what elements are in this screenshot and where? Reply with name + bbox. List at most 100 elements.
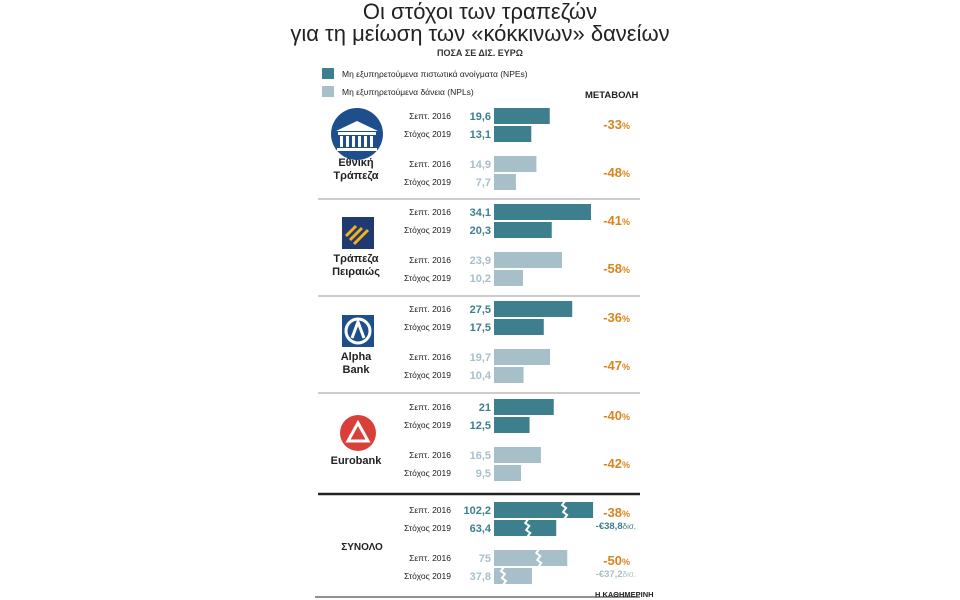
change-value: -36 [603, 310, 622, 325]
change-value: -41 [603, 213, 622, 228]
percent-sign: % [622, 121, 630, 131]
bar-npl [494, 550, 568, 566]
change-value: -42 [603, 456, 622, 471]
change-column-header: ΜΕΤΑΒΟΛΗ [585, 90, 639, 101]
data-label-npl: 9,5 [476, 468, 491, 480]
category-label: Στόχος 2019 [404, 225, 451, 235]
data-label-npe: 63,4 [470, 523, 492, 535]
change-label-npl: -48% [603, 165, 630, 180]
change-value: -50 [603, 553, 622, 568]
axis-break-marker [534, 548, 543, 568]
bank-name-line: Πειραιώς [332, 266, 380, 278]
alpha-logo [342, 315, 374, 347]
data-label-npe: 20,3 [470, 225, 491, 237]
chart-title-line2: για τη μείωση των «κόκκινων» δανείων [290, 21, 670, 46]
change-label-npl: -58% [603, 261, 630, 276]
change-label-npe: -38% [603, 505, 630, 520]
change-value: -58 [603, 261, 622, 276]
data-label-npl: 14,9 [470, 159, 491, 171]
data-label-npl: 37,8 [470, 571, 491, 583]
chart-subtitle: ΠΟΣΑ ΣΕ ΔΙΣ. ΕΥΡΩ [436, 48, 524, 58]
bank-name-eurobank: Eurobank [316, 455, 396, 468]
data-label-npl: 7,7 [476, 177, 491, 189]
data-label-npe: 13,1 [470, 129, 491, 141]
axis-break-marker [560, 500, 569, 520]
percent-sign: % [622, 169, 630, 179]
data-label-npl: 75 [479, 553, 491, 565]
legend-npl-label: Μη εξυπηρετούμενα δάνεια (NPLs) [342, 86, 474, 97]
bar-npe [494, 204, 591, 220]
absolute-change-value: -€38,8 [596, 521, 623, 532]
category-label: Στόχος 2019 [404, 468, 451, 478]
bar-npe [494, 108, 550, 124]
bank-name-line: Alpha [340, 351, 372, 363]
absolute-change-value: -€37,2 [596, 569, 623, 580]
data-label-npe: 34,1 [470, 207, 491, 219]
bank-name-piraeus: Τράπεζα Πειραιώς [316, 253, 396, 279]
bar-npl [494, 156, 537, 172]
source-credit: Η ΚΑΘΗΜΕΡΙΝΗ [595, 590, 654, 599]
data-label-npl: 16,5 [470, 450, 491, 462]
bar-npe [494, 399, 554, 415]
legend-npl-swatch [322, 86, 334, 97]
category-label: Σεπτ. 2016 [409, 207, 451, 217]
category-label: Σεπτ. 2016 [409, 450, 451, 460]
bar-npe [494, 319, 544, 335]
data-label-npl: 10,2 [470, 273, 491, 285]
percent-sign: % [622, 217, 630, 227]
bar-npe [494, 417, 530, 433]
category-label: Σεπτ. 2016 [409, 505, 451, 515]
change-label-npe: -33% [603, 117, 630, 132]
bank-name-line: Εθνική [338, 157, 374, 169]
absolute-change-npe: -€38,8δισ. [596, 521, 636, 532]
category-label: Στόχος 2019 [404, 322, 451, 332]
change-value: -40 [603, 408, 622, 423]
data-label-npe: 19,6 [470, 111, 491, 123]
change-label-npl: -47% [603, 358, 630, 373]
bar-npl [494, 174, 516, 190]
bank-name-line: Eurobank [330, 455, 382, 467]
eurobank-logo [340, 415, 376, 451]
change-label-npl: -42% [603, 456, 630, 471]
category-label: Σεπτ. 2016 [409, 255, 451, 265]
bar-npl [494, 447, 541, 463]
piraeus-logo [342, 217, 374, 249]
category-label: Στόχος 2019 [404, 273, 451, 283]
bar-npe [494, 222, 552, 238]
change-label-npl: -50% [603, 553, 630, 568]
category-label: Στόχος 2019 [404, 370, 451, 380]
bar-npe [494, 301, 573, 317]
change-value: -38 [603, 505, 622, 520]
data-label-npl: 23,9 [470, 255, 491, 267]
data-label-npe: 21 [479, 402, 491, 414]
category-label: Σεπτ. 2016 [409, 304, 451, 314]
change-value: -33 [603, 117, 622, 132]
bar-npe [494, 520, 557, 536]
percent-sign: % [622, 314, 630, 324]
legend-npe-swatch [322, 68, 334, 79]
bar-npl [494, 270, 524, 286]
category-label: Σεπτ. 2016 [409, 402, 451, 412]
bank-name-nbg: Εθνική Τράπεζα [316, 157, 396, 183]
absolute-change-npl: -€37,2δισ. [596, 569, 636, 580]
absolute-change-unit: δισ. [623, 522, 636, 531]
percent-sign: % [622, 557, 630, 567]
change-label-npe: -36% [603, 310, 630, 325]
percent-sign: % [622, 460, 630, 470]
bar-npe [494, 126, 532, 142]
change-label-npe: -41% [603, 213, 630, 228]
data-label-npe: 12,5 [470, 420, 491, 432]
bank-name-alpha: Alpha Bank [316, 351, 396, 377]
data-label-npl: 19,7 [470, 352, 491, 364]
category-label: Σεπτ. 2016 [409, 159, 451, 169]
chart-title-line1: Οι στόχοι των τραπεζών [362, 0, 598, 24]
category-label: Στόχος 2019 [404, 523, 451, 533]
legend-npe: Μη εξυπηρετούμενα πιστωτικά ανοίγματα (N… [322, 68, 528, 79]
nbg-building-logo [331, 108, 383, 160]
percent-sign: % [622, 509, 630, 519]
axis-break-marker [523, 518, 532, 538]
bar-npl [494, 465, 522, 481]
percent-sign: % [622, 362, 630, 372]
bar-npl [494, 349, 551, 365]
